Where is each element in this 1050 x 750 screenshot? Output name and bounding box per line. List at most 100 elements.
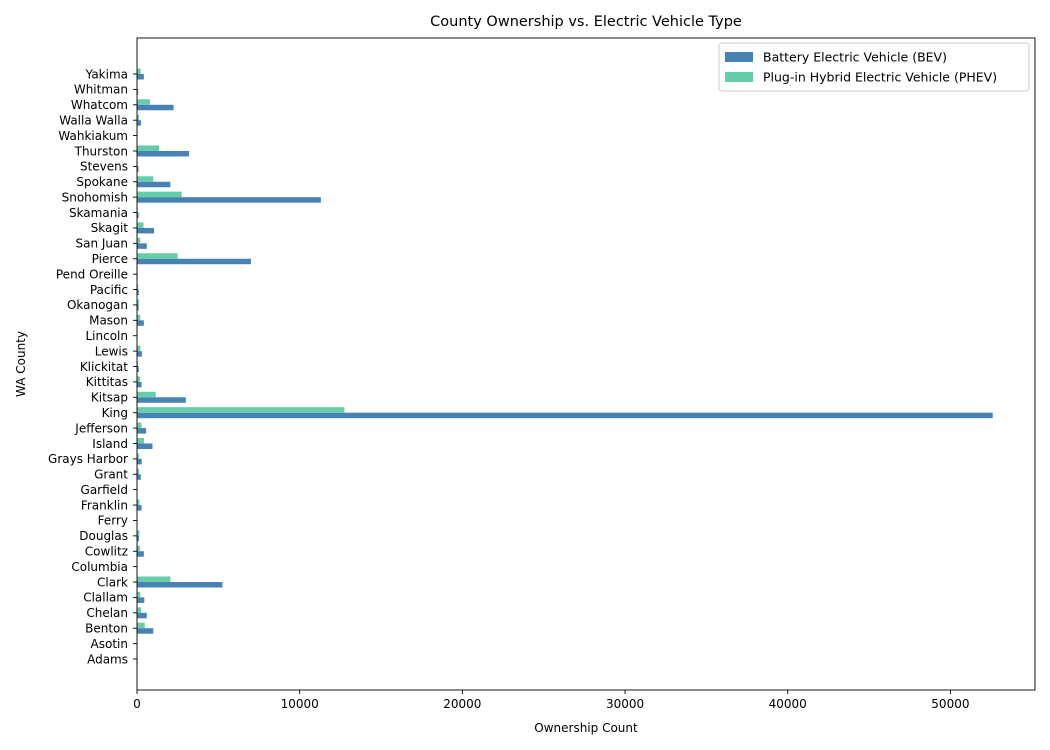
y-tick-label: Pend Oreille xyxy=(56,267,128,281)
legend-swatch-bev xyxy=(725,52,753,62)
bar-bev-clallam xyxy=(137,597,145,603)
bar-phev-kitsap xyxy=(137,391,156,398)
y-tick-label: Garfield xyxy=(81,483,128,497)
bar-phev-jefferson xyxy=(137,422,142,429)
y-tick-label: San Juan xyxy=(76,237,129,251)
y-tick-label: Kittitas xyxy=(86,375,128,389)
bar-phev-clark xyxy=(137,576,171,583)
bar-phev-spokane xyxy=(137,176,154,182)
bar-bev-klickitat xyxy=(137,366,139,372)
x-tick-label: 0 xyxy=(133,697,141,711)
y-tick-label: Clallam xyxy=(83,591,128,605)
bar-bev-mason xyxy=(137,320,144,326)
bar-phev-king xyxy=(137,407,345,413)
bar-phev-mason xyxy=(137,314,141,321)
bar-phev-benton xyxy=(137,622,145,629)
y-tick-label: Okanogan xyxy=(67,298,128,312)
y-tick-label: Lincoln xyxy=(85,329,128,343)
bar-bev-pacific xyxy=(137,289,139,296)
bar-bev-okanogan xyxy=(137,304,139,311)
plot-area xyxy=(136,37,1036,691)
y-tick-label: Yakima xyxy=(85,67,128,81)
bar-bev-lewis xyxy=(137,351,142,357)
bar-phev-whatcom xyxy=(137,99,151,105)
chart-title: County Ownership vs. Electric Vehicle Ty… xyxy=(430,14,742,30)
legend-label-phev: Plug-in Hybrid Electric Vehicle (PHEV) xyxy=(763,70,997,85)
y-tick-label: Klickitat xyxy=(80,360,128,374)
y-tick-label: Franklin xyxy=(81,498,128,512)
y-tick-label: Thurston xyxy=(74,144,128,158)
bar-bev-whatcom xyxy=(137,104,174,111)
bar-bev-spokane xyxy=(137,181,171,188)
y-tick-label: Snohomish xyxy=(62,190,128,204)
bar-phev-pacific xyxy=(137,284,138,290)
y-tick-label: Cowlitz xyxy=(85,545,128,559)
bar-phev-skagit xyxy=(137,222,144,228)
legend-label-bev: Battery Electric Vehicle (BEV) xyxy=(763,50,947,65)
x-tick-label: 50000 xyxy=(931,697,969,711)
bar-phev-grant xyxy=(137,468,139,475)
bar-phev-grays-harbor xyxy=(137,453,139,459)
bar-phev-clallam xyxy=(137,591,141,598)
bar-bev-whitman xyxy=(137,89,139,95)
y-tick-label: Clark xyxy=(97,575,128,589)
bar-bev-thurston xyxy=(137,150,190,157)
x-tick-label: 10000 xyxy=(281,697,319,711)
bar-bev-grays-harbor xyxy=(137,458,142,465)
bar-bev-kitsap xyxy=(137,397,186,403)
x-tick-label: 30000 xyxy=(606,697,644,711)
bar-bev-clark xyxy=(137,582,223,588)
legend-swatch-phev xyxy=(725,72,753,82)
y-tick-label: Chelan xyxy=(86,606,128,620)
bar-bev-franklin xyxy=(137,505,142,511)
bar-phev-pierce xyxy=(137,253,178,259)
y-tick-label: Mason xyxy=(89,314,128,328)
bar-phev-klickitat xyxy=(137,361,138,367)
bar-bev-grant xyxy=(137,474,141,480)
bar-phev-douglas xyxy=(137,530,140,536)
bar-bev-douglas xyxy=(137,535,139,542)
y-tick-label: Pierce xyxy=(92,252,128,266)
y-tick-label: Skagit xyxy=(91,221,129,235)
y-tick-label: Stevens xyxy=(80,160,128,174)
bar-bev-cowlitz xyxy=(137,551,144,557)
bar-bev-skagit xyxy=(137,227,155,234)
y-tick-label: Jefferson xyxy=(74,421,128,435)
bar-phev-snohomish xyxy=(137,191,182,198)
bar-phev-kittitas xyxy=(137,376,140,382)
bar-bev-king xyxy=(137,412,993,419)
y-tick-label: Grays Harbor xyxy=(48,452,128,466)
bar-phev-okanogan xyxy=(137,299,139,305)
y-tick-label: Skamania xyxy=(69,206,128,220)
bar-phev-cowlitz xyxy=(137,545,140,552)
bar-bev-chelan xyxy=(137,612,147,619)
bar-bev-yakima xyxy=(137,74,144,80)
x-tick-label: 20000 xyxy=(443,697,481,711)
bar-bev-kittitas xyxy=(137,381,142,388)
y-tick-label: Wahkiakum xyxy=(58,129,128,143)
y-axis-label: WA County xyxy=(14,331,28,397)
y-tick-label: Whatcom xyxy=(71,98,128,112)
bar-bev-benton xyxy=(137,628,154,634)
y-tick-label: Columbia xyxy=(71,560,128,574)
bar-bev-jefferson xyxy=(137,428,147,434)
bar-phev-chelan xyxy=(137,607,142,613)
y-tick-label: Benton xyxy=(85,622,128,636)
bar-phev-san-juan xyxy=(137,237,141,244)
bar-phev-island xyxy=(137,437,144,444)
bar-bev-island xyxy=(137,443,153,449)
y-tick-label: Douglas xyxy=(79,529,128,543)
y-tick-label: Asotin xyxy=(91,637,128,651)
bar-phev-thurston xyxy=(137,145,159,151)
legend-box xyxy=(718,42,1030,92)
y-tick-label: Kitsap xyxy=(91,391,128,405)
bar-phev-yakima xyxy=(137,68,141,74)
y-tick-label: Walla Walla xyxy=(59,113,128,127)
x-tick-label: 40000 xyxy=(769,697,807,711)
y-tick-label: King xyxy=(102,406,128,420)
y-tick-label: Grant xyxy=(94,468,128,482)
bar-bev-stevens xyxy=(137,166,139,172)
